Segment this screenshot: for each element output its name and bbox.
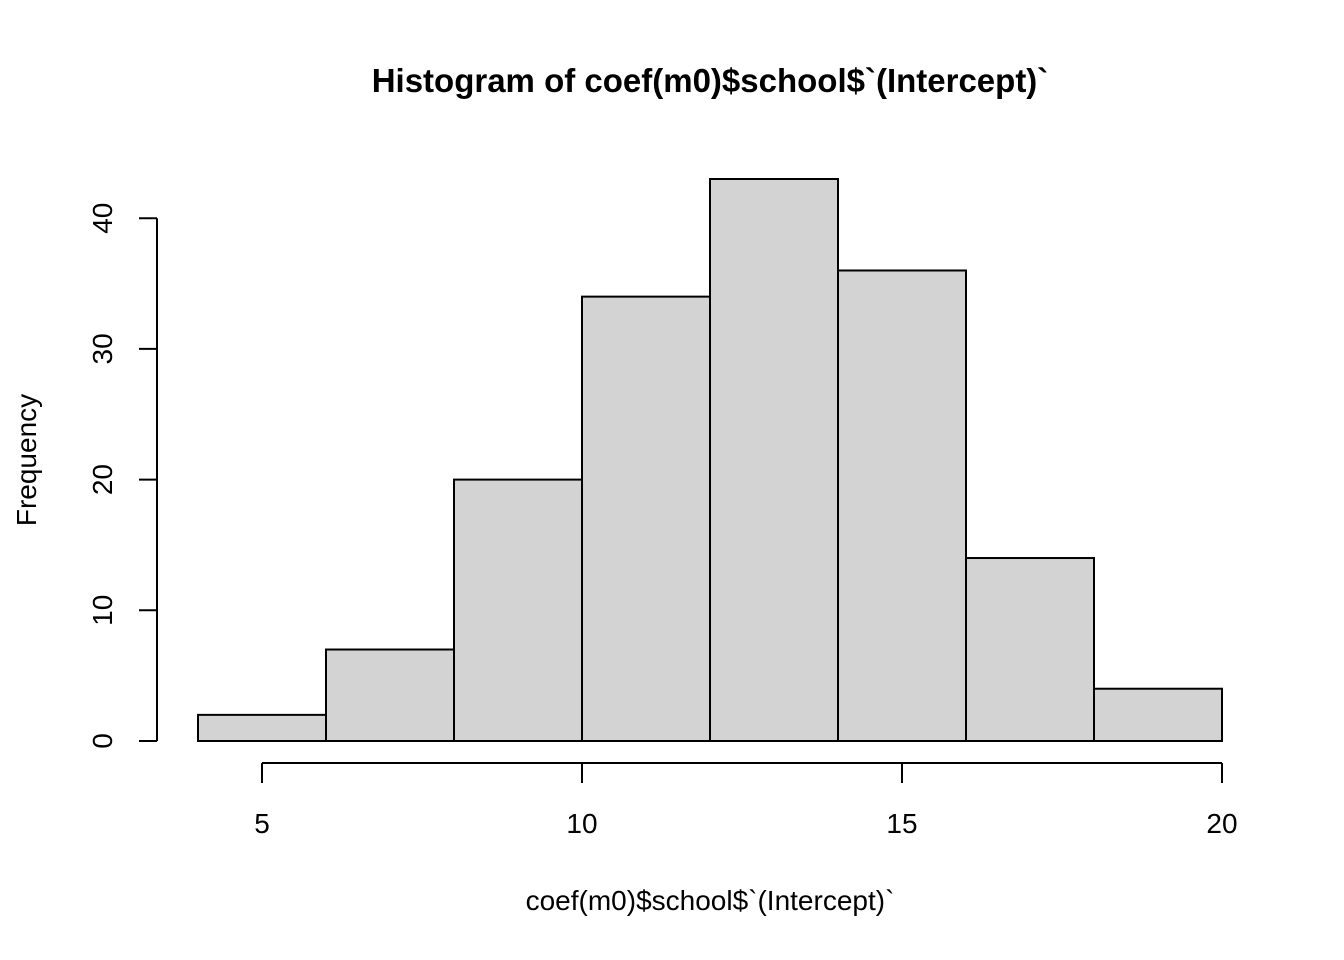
histogram-bar [837, 269, 967, 742]
histogram-bar [325, 648, 455, 743]
histogram-bar [453, 478, 583, 742]
y-axis-label: Frequency [11, 394, 42, 526]
y-tick-label: 0 [87, 733, 118, 749]
y-tick-label: 20 [87, 464, 118, 495]
histogram-bar [965, 557, 1095, 742]
y-axis: 0 10 20 30 40 [87, 203, 158, 749]
y-tick-label: 40 [87, 203, 118, 234]
histogram-bar [709, 178, 839, 742]
histogram-bar [581, 295, 711, 742]
x-axis-label: coef(m0)$school$`(Intercept)` [526, 885, 895, 916]
chart-title: Histogram of coef(m0)$school$`(Intercept… [372, 62, 1049, 99]
x-tick-label: 10 [566, 808, 597, 839]
histogram-bar [1093, 687, 1223, 743]
y-tick-label: 10 [87, 595, 118, 626]
x-tick-label: 5 [254, 808, 270, 839]
x-tick-label: 15 [886, 808, 917, 839]
x-tick-label: 20 [1206, 808, 1237, 839]
x-axis: 5 10 15 20 [254, 762, 1238, 839]
bars [197, 178, 1223, 743]
y-tick-label: 30 [87, 333, 118, 364]
histogram-bar [197, 713, 327, 743]
